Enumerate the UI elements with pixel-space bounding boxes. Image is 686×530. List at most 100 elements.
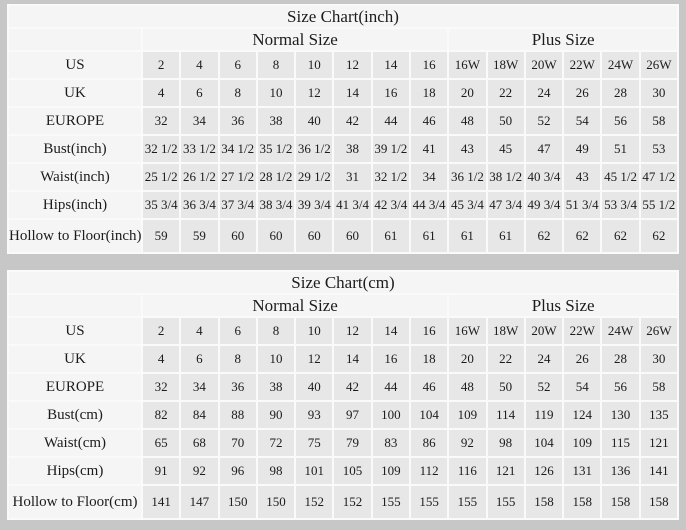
size-value-cell: 22W [564, 318, 601, 344]
table-row: Waist(cm) 65 68 70 72 75 79 83 86 92 98 104 109 115 12… [9, 430, 677, 456]
size-value-cell: 79 [334, 430, 371, 456]
row-label: Hips(cm) [9, 458, 141, 484]
size-value-cell: 24W [602, 52, 639, 78]
size-value-cell: 18 [410, 346, 448, 372]
table-row: UK 4 6 8 10 12 14 16 18 20 22 24 26 28 30 [9, 346, 677, 372]
size-value-cell: 48 [449, 108, 486, 134]
group-header-plus: Plus Size [449, 295, 677, 316]
size-value-cell: 59 [143, 220, 180, 252]
size-value-cell: 40 3/4 [525, 164, 563, 190]
size-value-cell: 20W [525, 52, 563, 78]
size-value-cell: 12 [296, 80, 333, 106]
size-value-cell: 98 [257, 458, 295, 484]
group-header-row: Normal Size Plus Size [9, 295, 677, 316]
size-value-cell: 37 3/4 [219, 192, 256, 218]
table-row: Hollow to Floor(inch) 59 59 60 60 60 60 61 61 61 6… [9, 220, 677, 252]
table-row: EUROPE 32 34 36 38 40 42 44 46 48 50 52 54 56 58 [9, 108, 677, 134]
size-value-cell: 51 3/4 [564, 192, 601, 218]
size-value-cell: 51 [602, 136, 639, 162]
size-value-cell: 141 [640, 458, 677, 484]
size-value-cell: 34 1/2 [219, 136, 256, 162]
table-row: Hips(cm) 91 92 96 98 101 105 109 112 116 121 126 131… [9, 458, 677, 484]
size-value-cell: 32 1/2 [372, 164, 409, 190]
row-label: EUROPE [9, 374, 141, 400]
size-value-cell: 60 [219, 220, 256, 252]
size-value-cell: 20W [525, 318, 563, 344]
size-value-cell: 33 1/2 [181, 136, 218, 162]
size-value-cell: 18 [410, 80, 448, 106]
size-value-cell: 39 3/4 [296, 192, 333, 218]
size-value-cell: 38 1/2 [487, 164, 524, 190]
size-value-cell: 46 [410, 374, 448, 400]
size-chart-cm-table: Size Chart(cm) Normal Size Plus Size US 2… [7, 270, 679, 520]
size-value-cell: 35 1/2 [257, 136, 295, 162]
table-row: US 2 4 6 8 10 12 14 16 16W 18W 20W 22W 24W 26W [9, 318, 677, 344]
size-value-cell: 97 [334, 402, 371, 428]
size-value-cell: 26 [564, 80, 601, 106]
size-value-cell: 20 [449, 80, 486, 106]
size-value-cell: 43 [564, 164, 601, 190]
size-value-cell: 150 [219, 486, 256, 518]
size-value-cell: 6 [219, 318, 256, 344]
size-value-cell: 24W [602, 318, 639, 344]
size-value-cell: 39 1/2 [372, 136, 409, 162]
size-value-cell: 18W [487, 52, 524, 78]
corner-cell [9, 29, 141, 50]
size-value-cell: 12 [296, 346, 333, 372]
size-value-cell: 158 [564, 486, 601, 518]
size-value-cell: 31 [334, 164, 371, 190]
size-value-cell: 47 1/2 [640, 164, 677, 190]
size-value-cell: 155 [372, 486, 409, 518]
size-value-cell: 55 1/2 [640, 192, 677, 218]
size-value-cell: 59 [181, 220, 218, 252]
size-value-cell: 32 1/2 [143, 136, 180, 162]
size-value-cell: 112 [410, 458, 448, 484]
size-value-cell: 40 [296, 108, 333, 134]
size-value-cell: 16 [410, 52, 448, 78]
size-value-cell: 27 1/2 [219, 164, 256, 190]
size-value-cell: 62 [640, 220, 677, 252]
row-label: Waist(cm) [9, 430, 141, 456]
size-value-cell: 84 [181, 402, 218, 428]
size-value-cell: 10 [257, 346, 295, 372]
size-value-cell: 158 [640, 486, 677, 518]
size-value-cell: 42 3/4 [372, 192, 409, 218]
size-value-cell: 22 [487, 80, 524, 106]
row-label: Waist(inch) [9, 164, 141, 190]
size-value-cell: 61 [372, 220, 409, 252]
row-label: Bust(inch) [9, 136, 141, 162]
size-value-cell: 100 [372, 402, 409, 428]
size-value-cell: 16 [410, 318, 448, 344]
size-value-cell: 6 [219, 52, 256, 78]
size-value-cell: 104 [525, 430, 563, 456]
size-value-cell: 25 1/2 [143, 164, 180, 190]
row-label: UK [9, 80, 141, 106]
size-value-cell: 44 3/4 [410, 192, 448, 218]
size-value-cell: 152 [334, 486, 371, 518]
size-value-cell: 36 1/2 [449, 164, 486, 190]
title-row: Size Chart(cm) [9, 272, 677, 293]
size-value-cell: 45 [487, 136, 524, 162]
size-value-cell: 147 [181, 486, 218, 518]
table-row: US 2 4 6 8 10 12 14 16 16W 18W 20W 22W 24W 26W [9, 52, 677, 78]
size-value-cell: 29 1/2 [296, 164, 333, 190]
size-value-cell: 8 [257, 52, 295, 78]
size-value-cell: 60 [296, 220, 333, 252]
size-value-cell: 36 [219, 108, 256, 134]
size-value-cell: 62 [602, 220, 639, 252]
table-row: Bust(cm) 82 84 88 90 93 97 100 104 109 114 119 124 13… [9, 402, 677, 428]
size-value-cell: 2 [143, 52, 180, 78]
size-value-cell: 72 [257, 430, 295, 456]
size-value-cell: 12 [334, 52, 371, 78]
size-value-cell: 4 [181, 52, 218, 78]
size-value-cell: 8 [219, 80, 256, 106]
size-value-cell: 47 3/4 [487, 192, 524, 218]
size-value-cell: 34 [181, 108, 218, 134]
size-value-cell: 30 [640, 80, 677, 106]
size-value-cell: 16 [372, 80, 409, 106]
size-value-cell: 26 1/2 [181, 164, 218, 190]
size-value-cell: 22W [564, 52, 601, 78]
size-value-cell: 61 [487, 220, 524, 252]
size-value-cell: 28 1/2 [257, 164, 295, 190]
row-label: Hips(inch) [9, 192, 141, 218]
